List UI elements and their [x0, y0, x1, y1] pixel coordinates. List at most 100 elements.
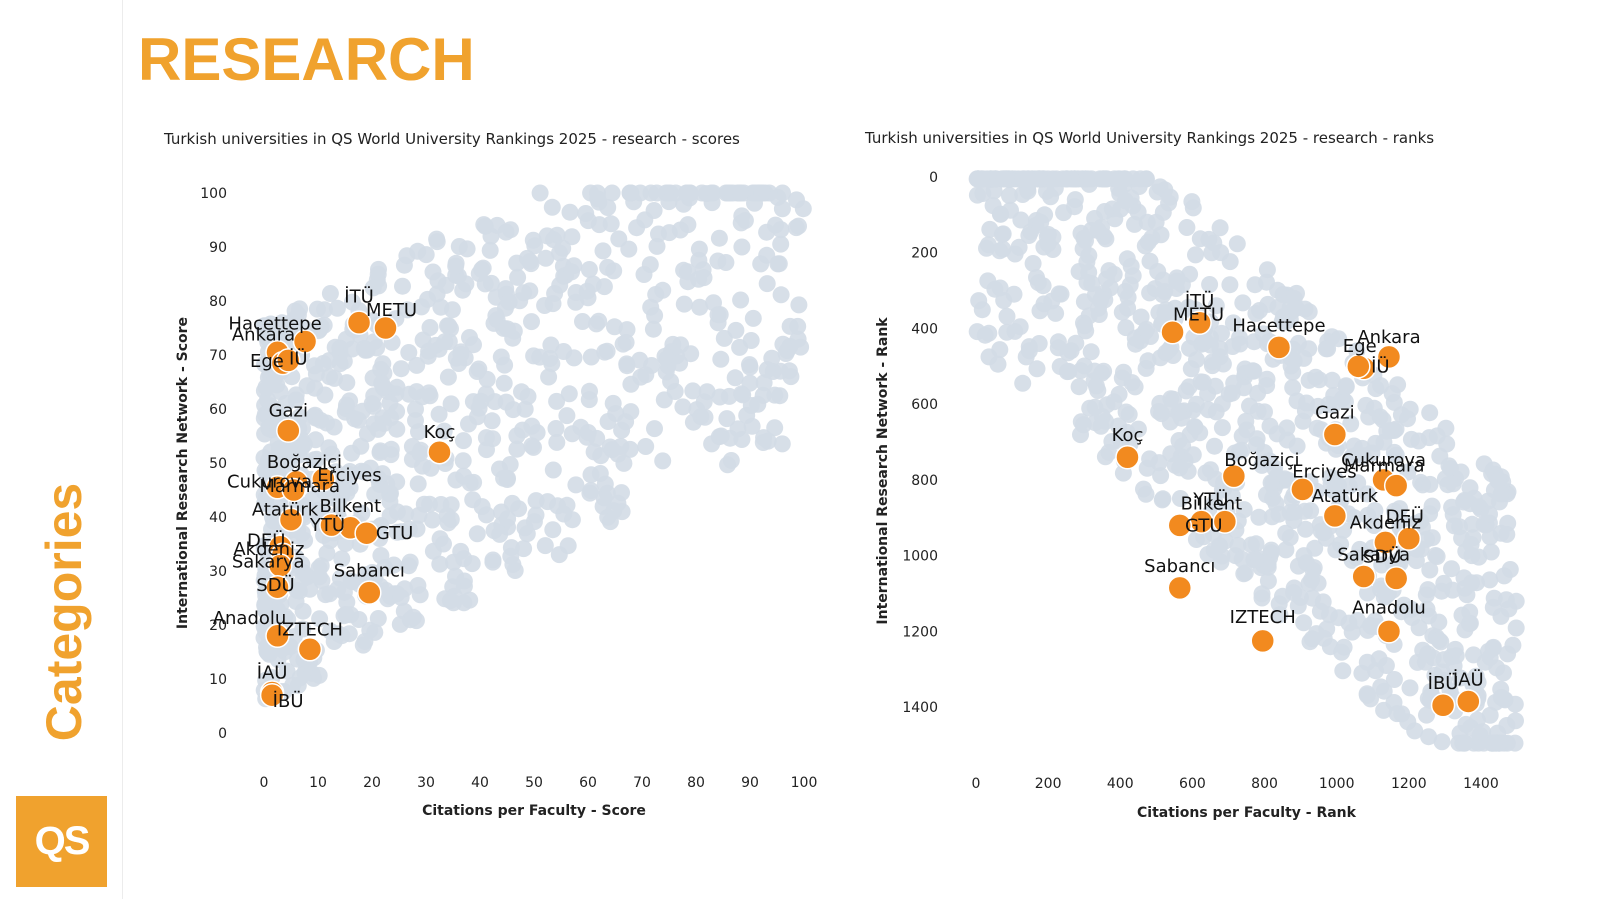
background-point	[766, 419, 784, 437]
university-point[interactable]	[1322, 422, 1348, 447]
background-point	[1284, 379, 1302, 397]
university-point[interactable]	[1373, 530, 1398, 555]
background-point	[1435, 651, 1453, 669]
y-tick-label: 0	[929, 170, 938, 186]
background-point	[1171, 490, 1189, 507]
university-point[interactable]	[1351, 564, 1376, 589]
background-point	[1307, 625, 1325, 643]
university-point[interactable]	[1290, 477, 1315, 502]
university-point[interactable]	[427, 439, 452, 465]
background-point	[540, 368, 558, 386]
university-point[interactable]	[265, 623, 290, 649]
university-label: İAÜ	[257, 662, 288, 684]
university-point[interactable]	[1187, 310, 1212, 336]
background-point	[746, 194, 763, 212]
x-tick-label: 10	[309, 775, 327, 791]
university-point[interactable]	[1322, 503, 1348, 529]
university-label: Akdeniz	[233, 539, 304, 560]
university-point[interactable]	[1221, 463, 1247, 489]
university-label: İÜ	[1371, 355, 1389, 377]
university-point[interactable]	[1430, 692, 1456, 718]
background-point	[473, 261, 491, 278]
university-point[interactable]	[1383, 473, 1409, 498]
background-point	[431, 530, 449, 548]
university-label: Sakarya	[232, 552, 305, 573]
background-point	[646, 420, 663, 438]
background-point	[1154, 203, 1172, 221]
background-point	[346, 410, 364, 428]
university-point[interactable]	[357, 580, 382, 605]
background-point	[1330, 609, 1348, 627]
university-point[interactable]	[1167, 513, 1193, 538]
y-axis-label: International Research Network - Score	[175, 317, 191, 629]
university-point[interactable]	[346, 310, 372, 335]
university-point[interactable]	[276, 348, 301, 373]
university-point[interactable]	[1383, 566, 1409, 591]
background-point	[1150, 454, 1168, 472]
university-point[interactable]	[354, 520, 379, 546]
university-point[interactable]	[311, 466, 336, 492]
background-point	[483, 412, 501, 430]
university-point[interactable]	[297, 637, 323, 662]
background-point	[1237, 412, 1255, 430]
background-point	[1288, 437, 1306, 455]
background-point	[1271, 606, 1289, 624]
background-point	[1019, 170, 1037, 188]
background-point	[772, 235, 790, 253]
background-point	[1366, 502, 1384, 520]
background-point	[1181, 339, 1198, 357]
background-point	[1430, 613, 1448, 631]
university-point[interactable]	[1396, 526, 1422, 551]
background-point	[515, 284, 533, 302]
university-point[interactable]	[1115, 444, 1140, 470]
background-point	[1300, 303, 1318, 321]
background-point	[605, 262, 623, 280]
university-point[interactable]	[281, 477, 306, 503]
y-tick-label: 60	[209, 402, 227, 418]
background-point	[273, 314, 291, 332]
university-point[interactable]	[373, 315, 398, 341]
university-point[interactable]	[1160, 320, 1185, 345]
university-point[interactable]	[265, 574, 290, 600]
university-point[interactable]	[276, 418, 301, 443]
background-point	[1402, 430, 1420, 448]
background-point	[1492, 485, 1510, 503]
university-point[interactable]	[1376, 619, 1402, 644]
university-label: METU	[1173, 304, 1224, 325]
university-point[interactable]	[1346, 354, 1371, 379]
university-point[interactable]	[292, 329, 318, 354]
university-label: Cukurova	[227, 471, 312, 492]
university-point[interactable]	[1266, 335, 1292, 360]
page-title: RESEARCH	[138, 26, 475, 93]
background-point	[501, 456, 519, 473]
background-point	[1182, 360, 1200, 378]
background-point	[1482, 543, 1500, 561]
university-label: METU	[366, 300, 417, 321]
background-point	[508, 254, 526, 272]
university-point[interactable]	[1376, 344, 1402, 370]
university-point[interactable]	[278, 507, 304, 532]
background-point	[374, 355, 392, 373]
background-point	[1192, 373, 1210, 391]
background-point	[497, 393, 515, 411]
background-point	[1351, 540, 1369, 558]
background-point	[1233, 441, 1251, 459]
university-point[interactable]	[1167, 575, 1193, 601]
chart-title: Turkish universities in QS World Univers…	[864, 129, 1434, 147]
university-point[interactable]	[1250, 628, 1275, 654]
background-point	[682, 345, 700, 363]
background-point	[1203, 353, 1221, 371]
background-point	[516, 400, 534, 418]
background-point	[1080, 263, 1098, 281]
x-tick-label: 0	[972, 776, 981, 792]
background-point	[1492, 524, 1510, 542]
university-point[interactable]	[1456, 689, 1481, 714]
university-point[interactable]	[319, 512, 344, 538]
background-point	[400, 557, 418, 575]
background-point	[1184, 199, 1202, 217]
university-label: Anadolu	[213, 608, 287, 629]
background-point	[719, 456, 737, 474]
university-point[interactable]	[259, 682, 285, 708]
